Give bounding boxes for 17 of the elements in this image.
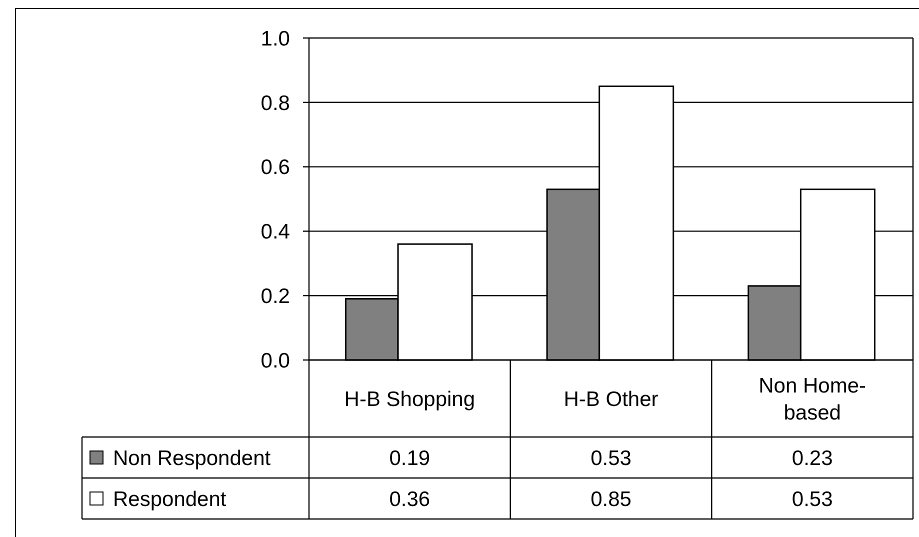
y-tick-label: 0.0 — [260, 349, 290, 372]
x-tick-label: H-B Other — [564, 388, 658, 411]
legend-label: Respondent — [113, 488, 226, 511]
x-tick-label: Non Home-based — [758, 374, 866, 424]
y-tick-label: 0.6 — [260, 156, 290, 180]
data-label: 0.36 — [389, 488, 430, 511]
data-label: 0.85 — [590, 488, 632, 511]
legend-label: Non Respondent — [113, 446, 271, 470]
y-tick-label: 0.2 — [260, 284, 290, 308]
data-label: 0.23 — [792, 446, 833, 470]
data-label: 0.53 — [792, 488, 833, 511]
data-label: 0.19 — [389, 446, 430, 470]
y-tick-label: 0.8 — [260, 92, 290, 115]
y-tick-label: 1.0 — [260, 27, 290, 50]
x-tick-label: H-B Shopping — [344, 388, 476, 411]
y-tick-label: 0.4 — [260, 220, 290, 244]
data-label: 0.53 — [590, 446, 632, 470]
